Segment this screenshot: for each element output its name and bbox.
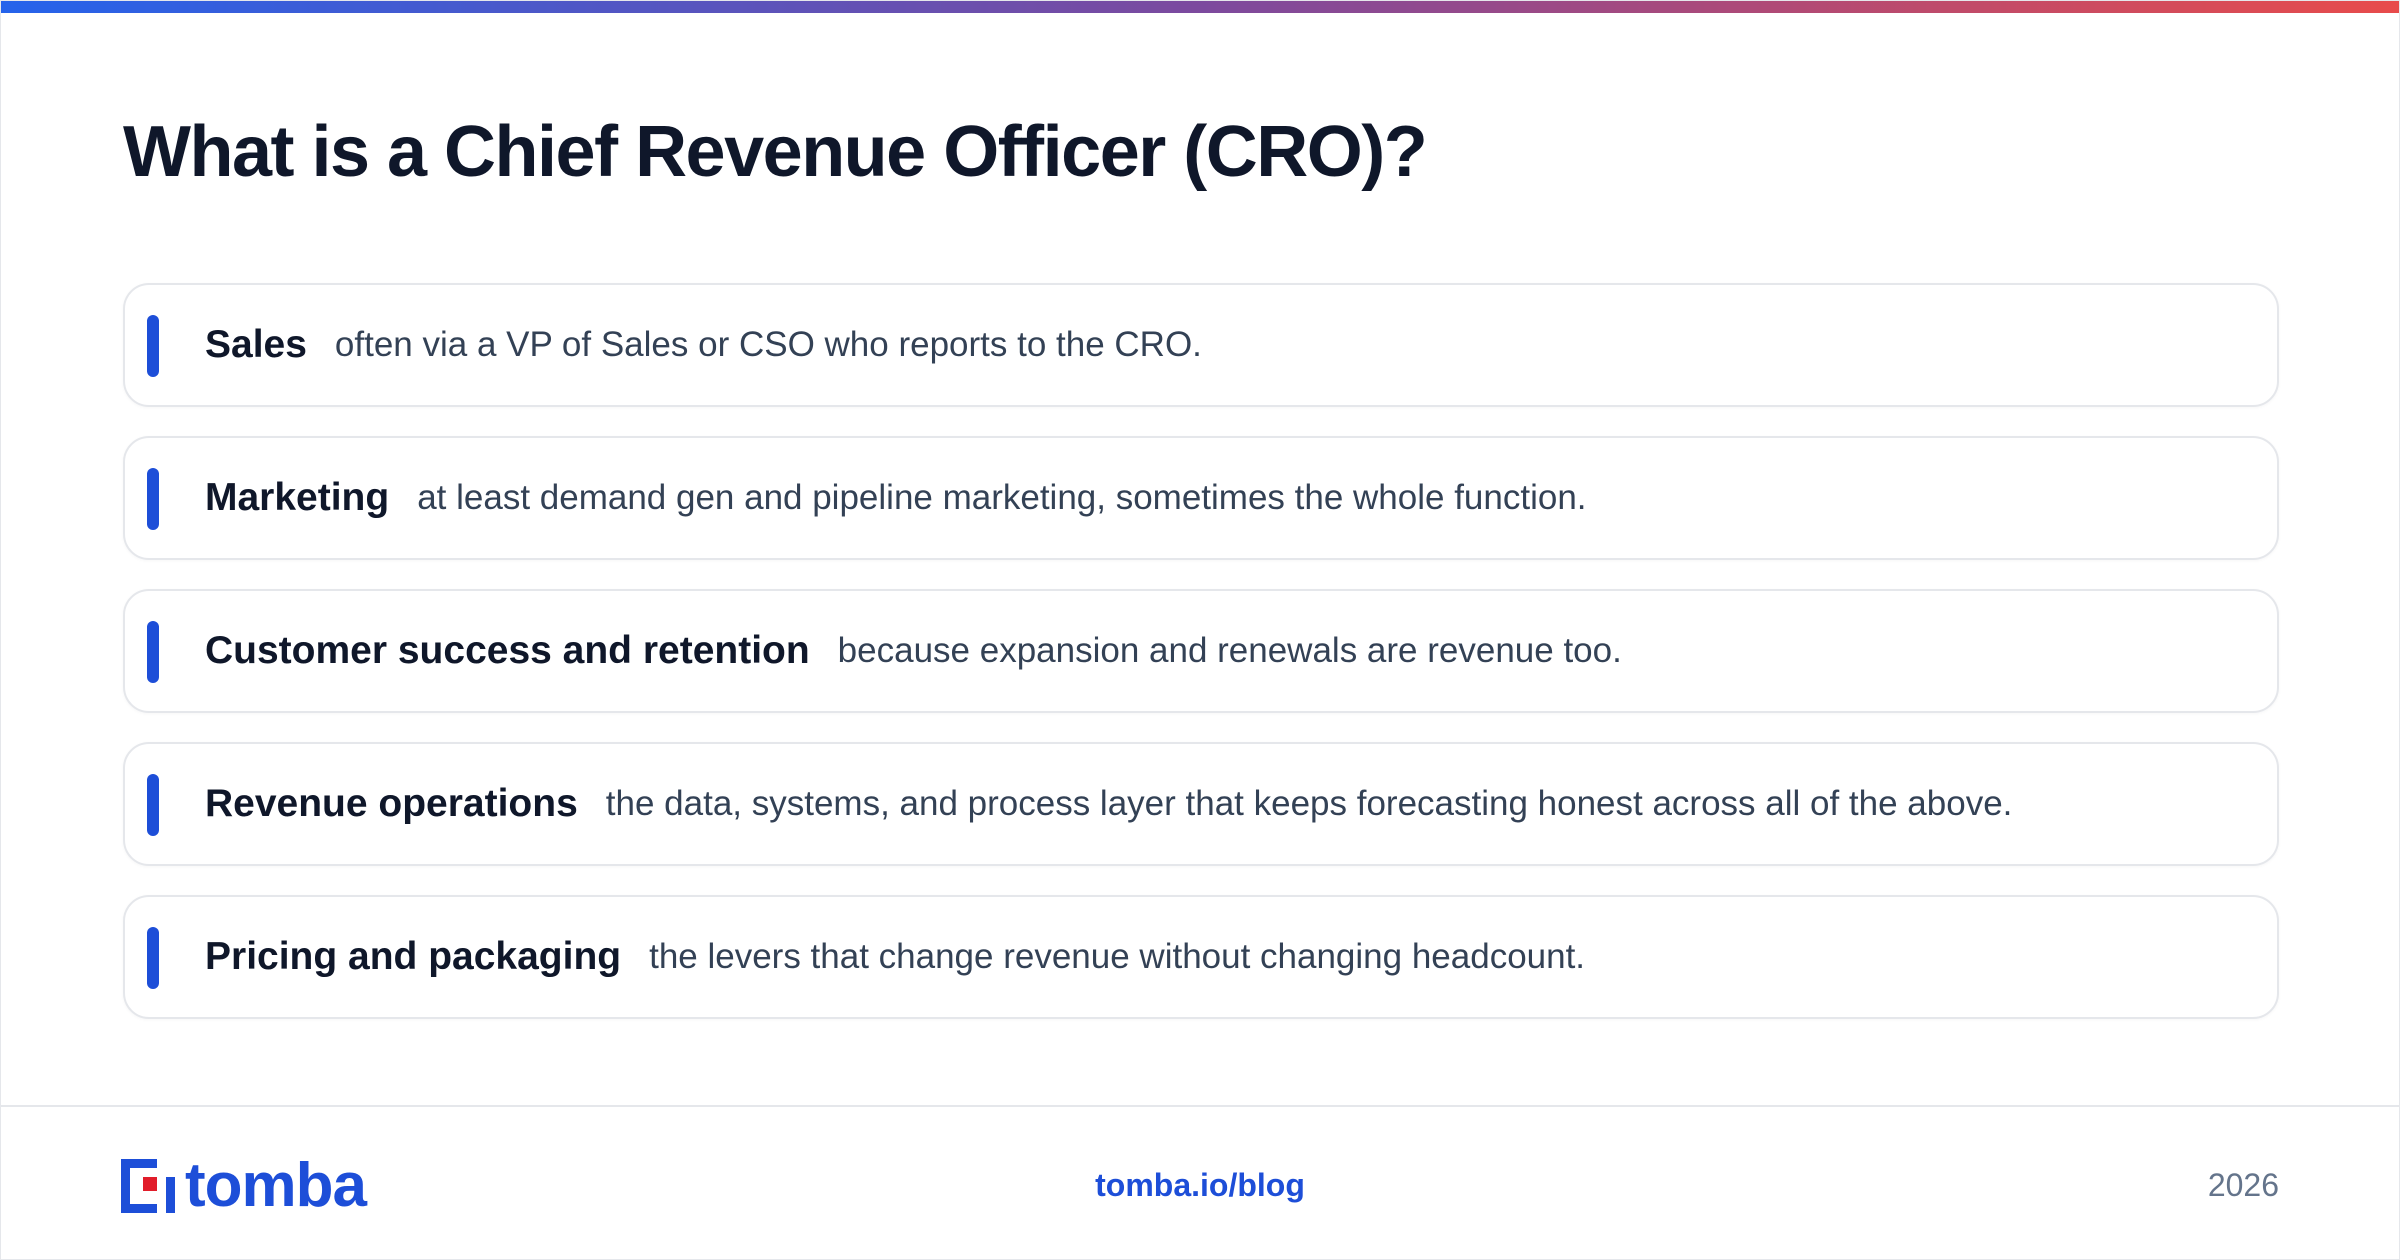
accent-bar: [147, 927, 159, 989]
item-label: Revenue operations: [205, 782, 578, 825]
brand-logo[interactable]: tomba: [121, 1151, 367, 1220]
list-item: Pricing and packaging the levers that cha…: [123, 895, 2279, 1019]
gradient-top-bar: [1, 1, 2399, 13]
tomba-logo-icon: [121, 1159, 175, 1213]
accent-bar: [147, 621, 159, 683]
list-item: Marketing at least demand gen and pipelin…: [123, 436, 2279, 560]
footer-year: 2026: [2207, 1167, 2279, 1203]
list-item: Revenue operations the data, systems, and…: [123, 742, 2279, 866]
list-item: Sales often via a VP of Sales or CSO who …: [123, 283, 2279, 407]
item-description: the levers that change revenue without c…: [649, 937, 1586, 976]
brand-wordmark: tomba: [185, 1151, 367, 1220]
item-description: the data, systems, and process layer tha…: [605, 784, 2013, 823]
page-title: What is a Chief Revenue Officer (CRO)?: [123, 112, 1428, 192]
footer: tomba tomba.io/blog 2026: [1, 1105, 2399, 1259]
accent-bar: [147, 315, 159, 377]
item-label: Sales: [205, 323, 307, 366]
accent-bar: [147, 774, 159, 836]
accent-bar: [147, 468, 159, 530]
item-description: at least demand gen and pipeline marketi…: [417, 478, 1587, 517]
item-label: Customer success and retention: [205, 629, 810, 672]
item-description: often via a VP of Sales or CSO who repor…: [334, 325, 1202, 364]
item-label: Marketing: [205, 476, 390, 519]
blog-link[interactable]: tomba.io/blog: [1095, 1167, 1305, 1203]
item-description: because expansion and renewals are reven…: [837, 631, 1622, 670]
item-label: Pricing and packaging: [205, 935, 622, 978]
responsibility-list: Sales often via a VP of Sales or CSO who …: [123, 283, 2279, 1048]
list-item: Customer success and retention because ex…: [123, 589, 2279, 713]
